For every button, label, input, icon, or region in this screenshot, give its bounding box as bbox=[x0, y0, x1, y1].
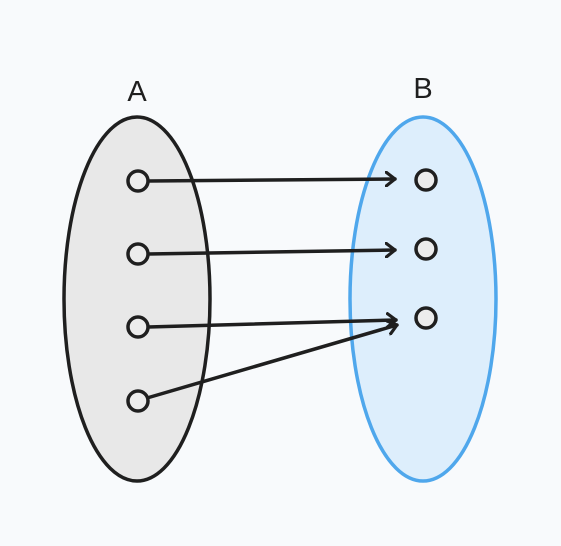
set-b: B bbox=[348, 73, 498, 483]
set-b-point-1 bbox=[414, 168, 438, 192]
set-a-point-3 bbox=[126, 315, 150, 339]
set-a-point-2 bbox=[126, 242, 150, 266]
set-a-points bbox=[126, 169, 150, 413]
set-b-point-2 bbox=[414, 237, 438, 261]
arrow-a4-b3 bbox=[145, 325, 399, 400]
set-b-ellipse bbox=[348, 115, 498, 483]
set-b-point-3 bbox=[414, 306, 438, 330]
arrow-a1-b1 bbox=[146, 179, 397, 181]
set-a-point-4 bbox=[126, 389, 150, 413]
arrow-a3-b3 bbox=[146, 320, 398, 329]
set-a: A bbox=[62, 76, 212, 483]
set-a-label: A bbox=[127, 76, 147, 108]
mapping-arrows bbox=[145, 179, 399, 400]
set-b-points bbox=[414, 168, 438, 330]
set-a-point-1 bbox=[126, 169, 150, 193]
arrow-a2-b2 bbox=[146, 250, 397, 254]
set-b-label: B bbox=[413, 73, 432, 105]
